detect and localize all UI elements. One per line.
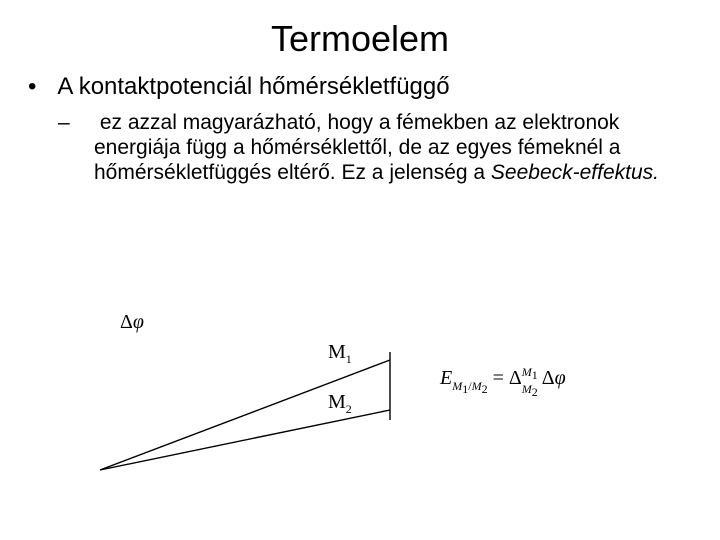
bullet1-text: A kontaktpotenciál hőmérsékletfüggő [57, 73, 449, 100]
label-m1: M1 [328, 341, 352, 366]
bullet1-item: A kontaktpotenciál hőmérsékletfüggő ez a… [28, 72, 692, 186]
label-m2: M2 [328, 391, 352, 416]
m2-sub: 2 [346, 402, 352, 416]
line-m2 [100, 410, 390, 470]
seebeck-diagram: Δφ M1 M2 EM1/M2 = ΔM1M2Δφ [80, 290, 640, 490]
formula-emf: EM1/M2 = ΔM1M2Δφ [439, 365, 566, 399]
label-delta-phi: Δφ [120, 311, 144, 333]
bullet2-item: ez azzal magyarázható, hogy a fémekben a… [76, 110, 692, 186]
diagram-svg: Δφ M1 M2 EM1/M2 = ΔM1M2Δφ [80, 290, 640, 490]
m1-sub: 1 [346, 352, 352, 366]
slide: Termoelem A kontaktpotenciál hőmérséklet… [0, 0, 720, 540]
formula-sup-1: 1 [532, 368, 538, 382]
bullet-list-level2: ez azzal magyarázható, hogy a fémekben a… [28, 110, 692, 186]
formula-eq: = [488, 367, 509, 389]
delta-symbol: Δ [120, 311, 133, 333]
slide-body: A kontaktpotenciál hőmérsékletfüggő ez a… [0, 72, 720, 186]
formula-Delta2: Δ [542, 367, 555, 389]
formula-phi: φ [555, 367, 566, 389]
slide-title: Termoelem [0, 0, 720, 66]
m1-letter: M [328, 341, 346, 363]
bullet-list-level1: A kontaktpotenciál hőmérsékletfüggő ez a… [28, 72, 692, 186]
formula-Delta1: Δ [509, 367, 522, 389]
formula-subb-2: 2 [532, 385, 538, 399]
phi-symbol: φ [133, 311, 144, 333]
m2-letter: M [328, 391, 346, 413]
formula-E: E [439, 367, 452, 389]
bullet2-italic: Seebeck-effektus. [491, 161, 659, 184]
